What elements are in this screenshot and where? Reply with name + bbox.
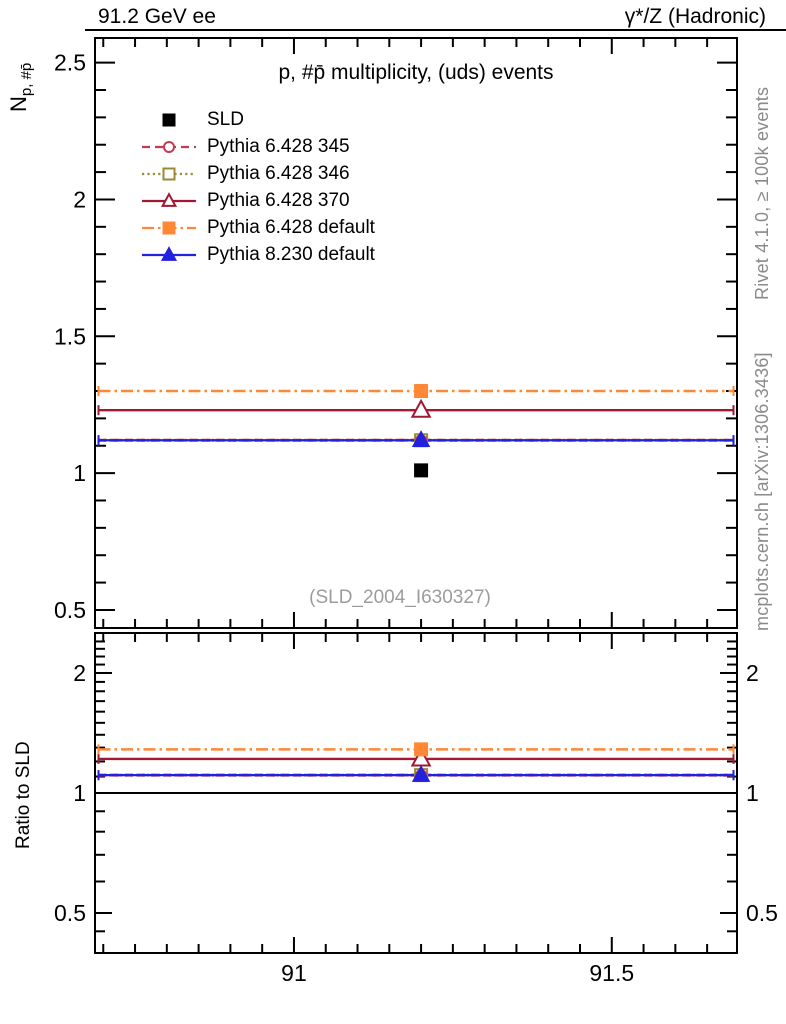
marker-sld (414, 463, 429, 478)
process-label: γ*/Z (Hadronic) (624, 5, 766, 28)
plot-title: p, #p̄ multiplicity, (uds) events (278, 61, 554, 84)
main-y-tick-label: 1 (73, 460, 86, 486)
marker-pythia-6-428-370 (410, 398, 432, 418)
marker-pythia-6-428-default (162, 221, 176, 234)
legend-sample (142, 191, 196, 207)
x-tick-label: 91 (281, 960, 307, 986)
x-tick-label: 91.5 (589, 960, 634, 986)
main-panel-series (97, 384, 735, 478)
legend-item-pythia-6-428-346: Pythia 6.428 346 (141, 160, 350, 187)
legend-sample (162, 113, 176, 126)
y-axis-subscript: p, #p̄ (18, 62, 35, 97)
y-axis-symbol: N (6, 96, 31, 112)
legend-sample (142, 167, 196, 180)
main-y-tick-label: 2.5 (54, 50, 86, 76)
legend-label: SLD (207, 108, 244, 130)
legend-item-sld: SLD (141, 106, 244, 133)
marker-pythia-6-428-default (414, 384, 429, 399)
main-y-axis-ticks (95, 61, 737, 611)
marker-pythia-8-230-default (411, 430, 431, 447)
ratio-y-axis-title: Ratio to SLD (13, 741, 34, 849)
legend-label: Pythia 6.428 346 (207, 162, 350, 184)
ratio-y-tick-label: 0.5 (746, 900, 778, 926)
ratio-panel-series (95, 742, 737, 795)
marker-pythia-6-428-default (414, 742, 429, 757)
analysis-watermark: (SLD_2004_I630327) (309, 587, 491, 608)
marker-pythia-8-230-default (411, 764, 431, 782)
main-y-tick-label: 0.5 (54, 597, 86, 623)
legend-item-pythia-6-428-345: Pythia 6.428 345 (141, 133, 350, 160)
main-y-tick-label: 1.5 (54, 323, 86, 349)
legend-item-pythia-6-428-370: Pythia 6.428 370 (141, 187, 350, 214)
legend-label: Pythia 6.428 default (207, 216, 375, 238)
mcplots-attribution-note: mcplots.cern.ch [arXiv:1306.3436] (752, 352, 772, 631)
main-panel-frame (94, 37, 738, 629)
ratio-y-tick-label: 2 (73, 660, 86, 686)
marker-pythia-8-230-default (160, 245, 178, 261)
main-y-tick-label: 2 (73, 186, 86, 212)
ratio-y-tick-label: 1 (73, 780, 86, 806)
marker-pythia-6-428-345 (163, 140, 175, 153)
beam-energy-label: 91.2 GeV ee (98, 5, 216, 28)
legend-label: Pythia 6.428 370 (207, 189, 350, 211)
rivet-version-note: Rivet 4.1.0, ≥ 100k events (752, 86, 772, 300)
legend-sample (142, 245, 196, 261)
legend: SLD Pythia 6.428 345 Pythia 6.428 346 Pythi… (141, 106, 471, 276)
header-rule (85, 29, 786, 31)
legend-item-pythia-6-428-default: Pythia 6.428 default (141, 214, 375, 241)
legend-sample (142, 140, 196, 153)
marker-pythia-6-428-346 (162, 167, 176, 180)
marker-sld (162, 113, 176, 126)
x-axis-ticks (102, 38, 709, 953)
ratio-y-axis-ticks (95, 640, 737, 933)
legend-label: Pythia 8.230 default (207, 243, 375, 265)
main-y-axis-title: Np, #p̄ (6, 63, 35, 112)
ratio-y-tick-label: 0.5 (54, 900, 86, 926)
ratio-y-tick-label: 2 (746, 660, 759, 686)
tick-labels: 91 91.5 0.5 1 1.5 2 2.5 0.5 0.5 1 1 2 2 (54, 50, 778, 986)
legend-label: Pythia 6.428 345 (207, 135, 350, 157)
legend-sample (142, 221, 196, 234)
ratio-y-tick-label: 1 (746, 780, 759, 806)
legend-item-pythia-8-230-default: Pythia 8.230 default (141, 241, 375, 268)
marker-pythia-6-428-370 (160, 191, 178, 207)
